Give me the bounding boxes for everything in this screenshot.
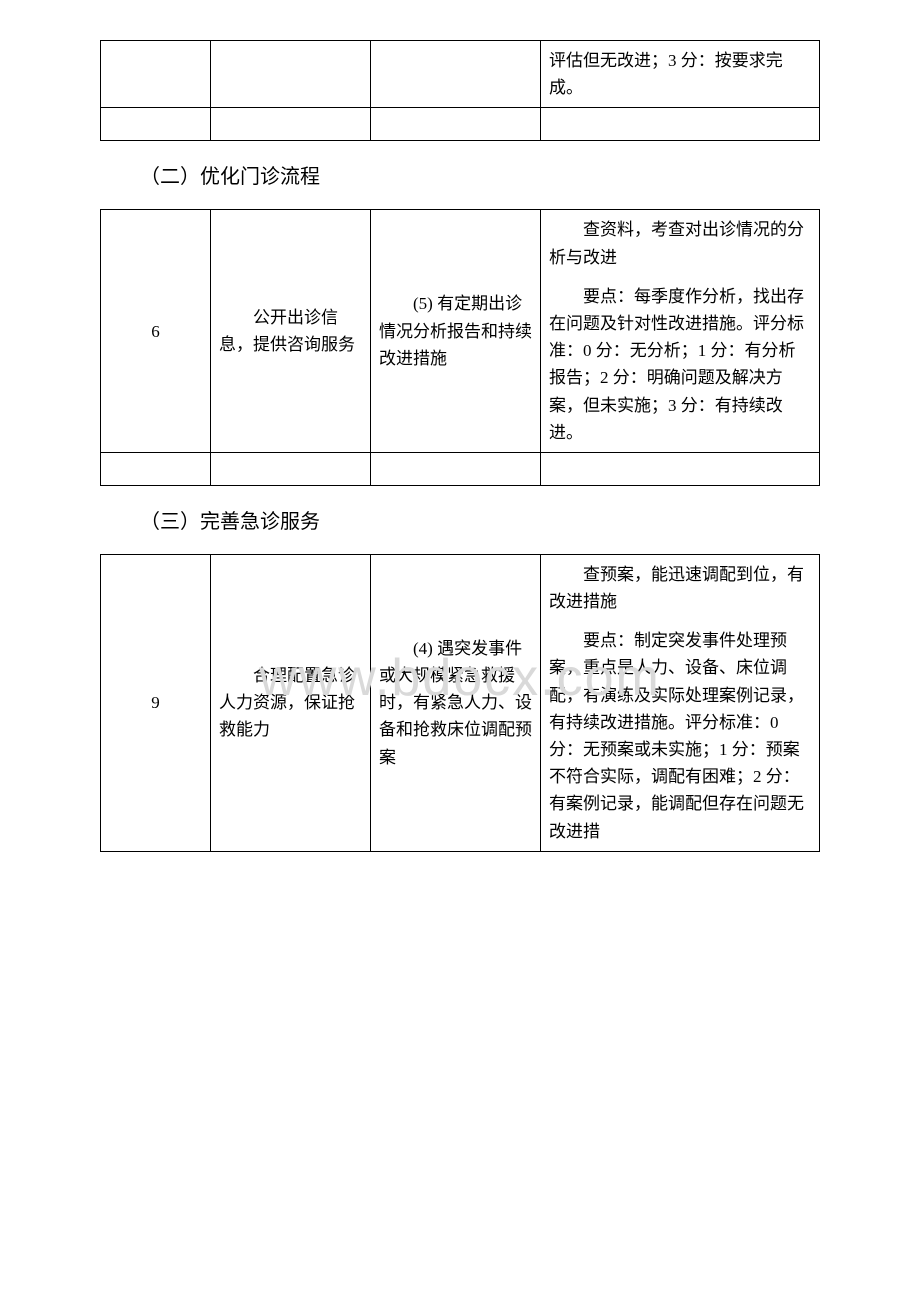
cell-text: 查资料，考查对出诊情况的分析与改进 — [549, 216, 811, 270]
cell-criteria: 查预案，能迅速调配到位，有改进措施 要点：制定突发事件处理预案，重点是人力、设备… — [541, 554, 820, 851]
table-row — [101, 452, 820, 485]
cell-empty — [211, 452, 371, 485]
table-section-1: 评估但无改进；3 分：按要求完成。 — [100, 40, 820, 141]
table-row: 评估但无改进；3 分：按要求完成。 — [101, 41, 820, 108]
cell-empty — [101, 452, 211, 485]
cell-number: 6 — [101, 210, 211, 453]
section-heading-2: （二）优化门诊流程 — [140, 159, 820, 195]
cell-empty — [371, 452, 541, 485]
cell-empty — [371, 108, 541, 141]
cell-empty — [541, 108, 820, 141]
cell-text: 公开出诊信息，提供咨询服务 — [219, 304, 362, 358]
cell-text: 查预案，能迅速调配到位，有改进措施 — [549, 561, 811, 615]
cell-text: 要点：每季度作分析，找出存在问题及针对性改进措施。评分标准：0 分：无分析；1 … — [549, 283, 811, 446]
cell-empty — [101, 41, 211, 108]
cell-text: (4) 遇突发事件或大规模紧急救援时，有紧急人力、设备和抢救床位调配预案 — [379, 635, 532, 771]
table-row: 6 公开出诊信息，提供咨询服务 (5) 有定期出诊情况分析报告和持续改进措施 查… — [101, 210, 820, 453]
cell-empty — [541, 452, 820, 485]
cell-item: 公开出诊信息，提供咨询服务 — [211, 210, 371, 453]
cell-text: 合理配置急诊人力资源，保证抢救能力 — [219, 662, 362, 744]
cell-empty — [101, 108, 211, 141]
cell-empty — [371, 41, 541, 108]
table-section-3: 9 合理配置急诊人力资源，保证抢救能力 (4) 遇突发事件或大规模紧急救援时，有… — [100, 554, 820, 852]
cell-number: 9 — [101, 554, 211, 851]
cell-text: (5) 有定期出诊情况分析报告和持续改进措施 — [379, 290, 532, 372]
cell-empty — [211, 41, 371, 108]
section-heading-3: （三）完善急诊服务 — [140, 504, 820, 540]
table-row — [101, 108, 820, 141]
table-row: 9 合理配置急诊人力资源，保证抢救能力 (4) 遇突发事件或大规模紧急救援时，有… — [101, 554, 820, 851]
cell-criteria: 查资料，考查对出诊情况的分析与改进 要点：每季度作分析，找出存在问题及针对性改进… — [541, 210, 820, 453]
table-section-2: 6 公开出诊信息，提供咨询服务 (5) 有定期出诊情况分析报告和持续改进措施 查… — [100, 209, 820, 486]
cell-requirement: (5) 有定期出诊情况分析报告和持续改进措施 — [371, 210, 541, 453]
cell-text: 要点：制定突发事件处理预案，重点是人力、设备、床位调配，有演练及实际处理案例记录… — [549, 627, 811, 845]
cell-empty — [211, 108, 371, 141]
cell-item: 合理配置急诊人力资源，保证抢救能力 — [211, 554, 371, 851]
cell-requirement: (4) 遇突发事件或大规模紧急救援时，有紧急人力、设备和抢救床位调配预案 — [371, 554, 541, 851]
cell-criteria: 评估但无改进；3 分：按要求完成。 — [541, 41, 820, 108]
